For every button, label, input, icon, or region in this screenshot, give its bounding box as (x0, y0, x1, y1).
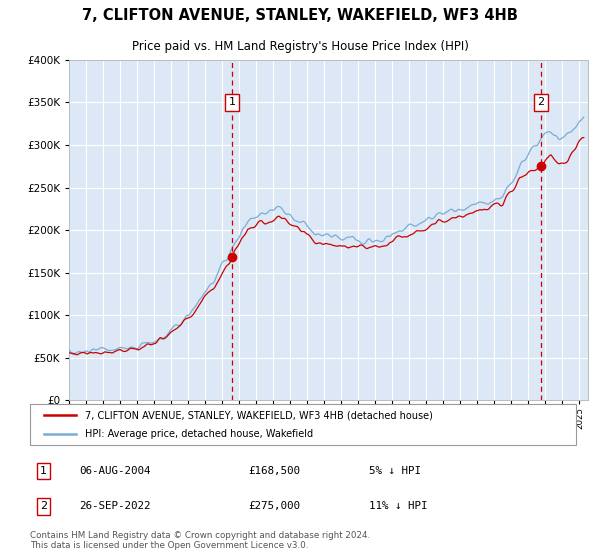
Text: £275,000: £275,000 (248, 501, 301, 511)
Text: HPI: Average price, detached house, Wakefield: HPI: Average price, detached house, Wake… (85, 429, 313, 439)
Text: 11% ↓ HPI: 11% ↓ HPI (368, 501, 427, 511)
Text: 2: 2 (40, 501, 47, 511)
Text: 7, CLIFTON AVENUE, STANLEY, WAKEFIELD, WF3 4HB: 7, CLIFTON AVENUE, STANLEY, WAKEFIELD, W… (82, 8, 518, 22)
Text: Price paid vs. HM Land Registry's House Price Index (HPI): Price paid vs. HM Land Registry's House … (131, 40, 469, 53)
Text: 7, CLIFTON AVENUE, STANLEY, WAKEFIELD, WF3 4HB (detached house): 7, CLIFTON AVENUE, STANLEY, WAKEFIELD, W… (85, 410, 433, 421)
Text: 06-AUG-2004: 06-AUG-2004 (79, 466, 151, 476)
Text: Contains HM Land Registry data © Crown copyright and database right 2024.
This d: Contains HM Land Registry data © Crown c… (30, 531, 370, 550)
FancyBboxPatch shape (30, 404, 576, 445)
Text: 2: 2 (538, 97, 544, 108)
Text: 1: 1 (40, 466, 47, 476)
Text: £168,500: £168,500 (248, 466, 301, 476)
Text: 5% ↓ HPI: 5% ↓ HPI (368, 466, 421, 476)
Text: 26-SEP-2022: 26-SEP-2022 (79, 501, 151, 511)
Text: 1: 1 (229, 97, 236, 108)
